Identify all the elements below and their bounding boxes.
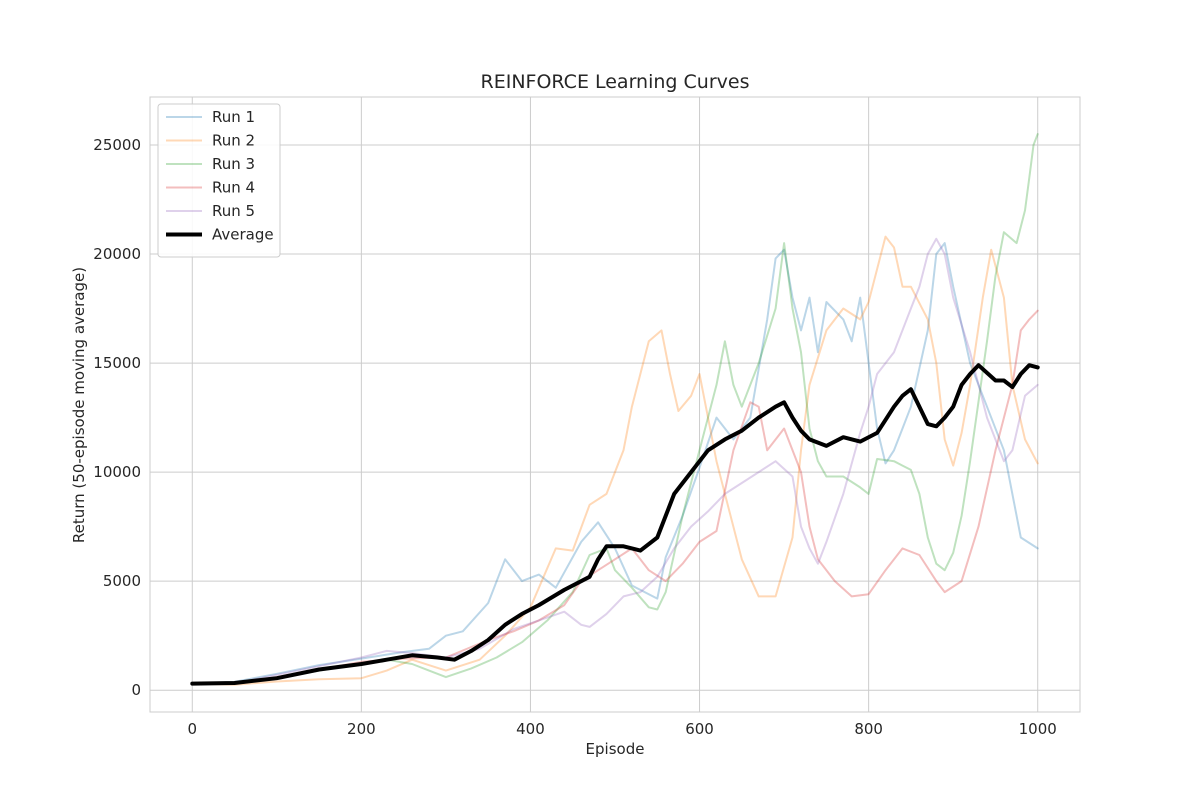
x-tick-label: 600 <box>685 720 714 738</box>
series-line-run-3 <box>191 133 1039 685</box>
x-tick-label: 800 <box>854 720 883 738</box>
series-line-run-2 <box>191 235 1039 686</box>
series-lines <box>190 133 1040 686</box>
series-line-run-1 <box>191 242 1039 685</box>
y-tick-labels: 0 5000 10000 15000 20000 25000 <box>93 136 141 699</box>
plot-frame <box>149 96 1081 713</box>
y-tick-label: 10000 <box>93 463 141 481</box>
y-axis-label: Return (50-episode moving average) <box>70 267 88 543</box>
legend-label: Run 2 <box>212 132 255 150</box>
legend-box <box>157 103 281 258</box>
x-tick-label: 0 <box>187 720 197 738</box>
chart-title: REINFORCE Learning Curves <box>481 71 750 93</box>
x-tick-labels: 0 200 400 600 800 1000 <box>187 720 1056 738</box>
y-tick-label: 20000 <box>93 245 141 263</box>
legend: Run 1 Run 2 Run 3 Run 4 Run 5 Average <box>157 103 281 258</box>
legend-label: Run 1 <box>212 108 255 126</box>
legend-label: Average <box>212 226 274 244</box>
x-tick-label: 400 <box>516 720 545 738</box>
x-tick-label: 1000 <box>1019 720 1057 738</box>
series-line-average <box>190 363 1040 686</box>
grid-lines <box>150 97 1080 712</box>
y-tick-label: 25000 <box>93 136 141 154</box>
x-axis-label: Episode <box>586 740 645 758</box>
y-tick-label: 15000 <box>93 354 141 372</box>
legend-label: Run 5 <box>212 202 255 220</box>
y-tick-label: 0 <box>131 681 141 699</box>
legend-label: Run 3 <box>212 155 255 173</box>
plot-area <box>150 97 1080 712</box>
y-tick-label: 5000 <box>103 572 141 590</box>
legend-label: Run 4 <box>212 179 255 197</box>
x-tick-label: 200 <box>347 720 376 738</box>
